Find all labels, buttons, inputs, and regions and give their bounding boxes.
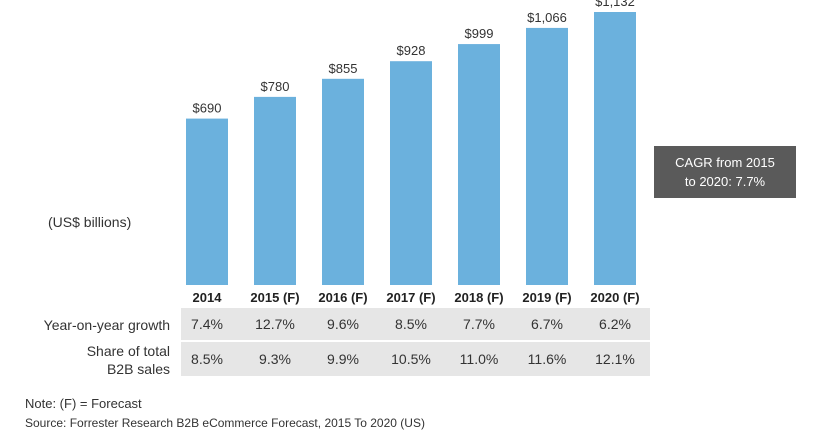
table-cell: 12.7% (255, 316, 295, 332)
bar-2018 (F) (458, 44, 500, 285)
bar-2020 (F) (594, 12, 636, 285)
source-line: Source: Forrester Research B2B eCommerce… (25, 416, 425, 430)
category-label: 2016 (F) (318, 290, 367, 305)
table-cell: 10.5% (391, 351, 431, 367)
bar-value-label: $780 (261, 79, 290, 94)
table-cell: 6.7% (531, 316, 563, 332)
footnote: Note: (F) = Forecast (25, 396, 142, 411)
category-label: 2017 (F) (386, 290, 435, 305)
table-cell: 9.6% (327, 316, 359, 332)
table-row-yoy-growth: 7.4% 12.7% 9.6% 8.5% 7.7% 6.7% 6.2% (181, 308, 650, 340)
bar-value-label: $690 (193, 101, 222, 116)
table-cell: 7.4% (191, 316, 223, 332)
row-label-text: Share of total (86, 343, 170, 359)
bar-2019 (F) (526, 27, 568, 285)
cagr-annotation-line-2: to 2020: 7.7% (684, 174, 766, 189)
cagr-annotation: CAGR from 2015 to 2020: 7.7% (654, 146, 796, 198)
row-label-text: B2B sales (106, 361, 170, 377)
bar-2017 (F) (390, 61, 432, 286)
table-cell: 7.7% (463, 316, 495, 332)
category-label: 2018 (F) (454, 290, 503, 305)
table-cell: 8.5% (191, 351, 223, 367)
bar-value-label: $928 (397, 43, 426, 58)
y-axis-unit-label: (US$ billions) (48, 214, 132, 230)
table-cell: 12.1% (595, 351, 635, 367)
table-cell: 9.3% (259, 351, 291, 367)
category-label: 2019 (F) (522, 290, 571, 305)
table-cell: 9.9% (327, 351, 359, 367)
row-label-text: Year-on-year growth (43, 317, 170, 333)
row-label-share-of-b2b: Share of total B2B sales (0, 342, 170, 378)
table-cell: 11.0% (459, 351, 499, 367)
table-cell: 6.2% (599, 316, 631, 332)
bar-chart: $690 2014 $780 2015 (F) $855 2016 (F) $928 2017… (186, 0, 640, 305)
category-label: 2014 (193, 290, 223, 305)
bar-value-label: $1,132 (595, 0, 635, 9)
bar-2014 (186, 118, 228, 286)
table-row-share-of-b2b: 8.5% 9.3% 9.9% 10.5% 11.0% 11.6% 12.1% (181, 342, 650, 376)
bar-2016 (F) (322, 78, 364, 285)
row-label-yoy-growth: Year-on-year growth (0, 316, 170, 334)
bar-value-label: $855 (329, 61, 358, 76)
bar-value-label: $1,066 (527, 10, 567, 25)
category-label: 2020 (F) (590, 290, 639, 305)
bar-value-label: $999 (465, 26, 494, 41)
table-cell: 11.6% (527, 351, 567, 367)
cagr-annotation-line-1: CAGR from 2015 (675, 155, 775, 170)
category-label: 2015 (F) (250, 290, 299, 305)
bar-2015 (F) (254, 96, 296, 285)
table-cell: 8.5% (395, 316, 427, 332)
